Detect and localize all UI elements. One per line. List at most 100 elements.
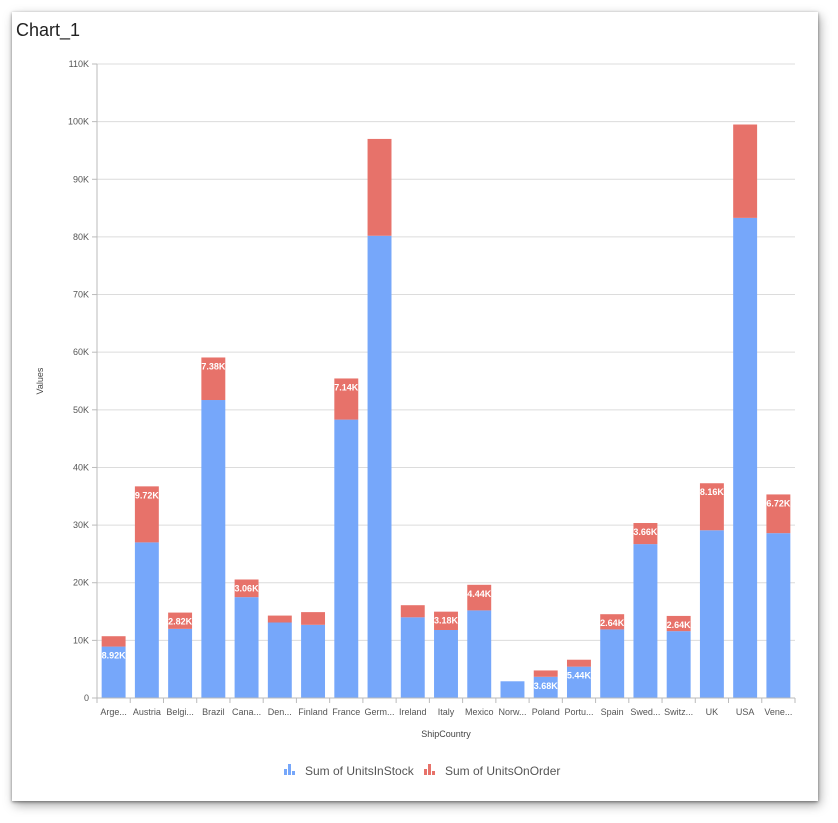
bar-units-on-order[interactable] <box>267 615 292 623</box>
bar-units-on-order[interactable] <box>699 483 724 531</box>
x-tick-label: USA <box>736 707 755 717</box>
y-axis-title: Values <box>35 367 45 394</box>
bar-units-in-stock[interactable] <box>201 400 226 698</box>
bar-units-in-stock[interactable] <box>566 666 591 698</box>
bar-units-on-order[interactable] <box>733 124 758 218</box>
bar-units-in-stock[interactable] <box>500 681 525 698</box>
x-tick-label: Germ... <box>365 707 395 717</box>
data-label: 8.16K <box>700 487 725 497</box>
bar-units-on-order[interactable] <box>168 612 193 629</box>
bar-chart-icon <box>284 764 295 775</box>
legend: Sum of UnitsInStock Sum of UnitsOnOrder <box>284 764 560 778</box>
data-label: 6.72K <box>766 498 791 508</box>
y-axis: 0 10K 20K 30K 40K 50K 60K 70K 80K 90K 100K 110K <box>68 59 98 703</box>
x-tick-label: Mexico <box>465 707 494 717</box>
bar-units-in-stock[interactable] <box>234 597 259 698</box>
legend-item-units-on-order[interactable]: Sum of UnitsOnOrder <box>424 764 560 778</box>
x-tick-label: Brazil <box>202 707 225 717</box>
y-tick-label: 100K <box>68 117 89 127</box>
chart-title: Chart_1 <box>16 20 81 40</box>
x-tick-label: Vene... <box>764 707 792 717</box>
x-tick-label: Belgi... <box>166 707 194 717</box>
y-tick-label: 20K <box>73 578 89 588</box>
x-tick-label: France <box>332 707 360 717</box>
x-tick-label: Italy <box>438 707 455 717</box>
x-tick-label: Norw... <box>498 707 526 717</box>
data-label: 2.64K <box>667 620 692 630</box>
y-tick-label: 90K <box>73 174 89 184</box>
bar-units-in-stock[interactable] <box>301 624 326 698</box>
bar-units-in-stock[interactable] <box>467 610 492 698</box>
y-tick-label: 30K <box>73 520 89 530</box>
x-tick-label: Ireland <box>399 707 427 717</box>
data-label: 3.18K <box>434 616 459 626</box>
bar-units-in-stock[interactable] <box>699 530 724 698</box>
bar-units-on-order[interactable] <box>234 579 259 598</box>
y-tick-label: 40K <box>73 462 89 472</box>
y-tick-label: 10K <box>73 635 89 645</box>
x-tick-label: Swed... <box>630 707 660 717</box>
x-tick-label: Finland <box>298 707 328 717</box>
bar-units-in-stock[interactable] <box>400 617 425 698</box>
x-tick-label: Portu... <box>564 707 593 717</box>
x-axis: Arge... Austria Belgi... Brazil Cana... Den..… <box>96 697 796 717</box>
data-label: 3.66K <box>633 527 658 537</box>
x-tick-label: Austria <box>133 707 161 717</box>
bar-units-on-order[interactable] <box>766 494 791 534</box>
bar-units-on-order[interactable] <box>301 612 326 625</box>
data-label: 8.92K <box>102 651 127 661</box>
data-labels: 8.92K 9.72K 2.82K 7.38K 3.06K 7.14K 3.18K 4.44K… <box>102 361 791 690</box>
y-tick-label: 80K <box>73 232 89 242</box>
bar-units-in-stock[interactable] <box>633 544 658 698</box>
x-tick-label: Arge... <box>100 707 127 717</box>
bar-units-on-order[interactable] <box>367 138 392 236</box>
bar-units-on-order[interactable] <box>566 659 591 667</box>
bar-units-on-order[interactable] <box>467 584 492 611</box>
legend-item-units-in-stock[interactable]: Sum of UnitsInStock <box>284 764 415 778</box>
data-label: 5.44K <box>567 671 592 681</box>
bar-units-in-stock[interactable] <box>168 628 193 698</box>
bar-units-on-order[interactable] <box>134 486 159 543</box>
bar-units-in-stock[interactable] <box>267 622 292 698</box>
y-tick-label: 50K <box>73 405 89 415</box>
bar-units-on-order[interactable] <box>533 670 558 677</box>
legend-label: Sum of UnitsOnOrder <box>445 764 560 778</box>
bar-units-in-stock[interactable] <box>367 235 392 699</box>
bar-units-on-order[interactable] <box>201 357 226 401</box>
bar-units-on-order[interactable] <box>434 611 458 630</box>
data-label: 7.38K <box>201 361 226 371</box>
x-tick-label: Cana... <box>232 707 261 717</box>
legend-label: Sum of UnitsInStock <box>305 764 415 778</box>
bar-units-in-stock[interactable] <box>134 542 159 698</box>
y-tick-label: 60K <box>73 347 89 357</box>
bar-units-in-stock[interactable] <box>101 646 126 698</box>
bar-units-on-order[interactable] <box>334 378 359 420</box>
data-label: 4.44K <box>467 589 492 599</box>
bar-units-on-order[interactable] <box>600 614 625 630</box>
x-tick-label: UK <box>706 707 719 717</box>
x-tick-label: Spain <box>601 707 624 717</box>
bar-chart-icon <box>424 764 435 775</box>
bar-units-on-order[interactable] <box>666 615 691 632</box>
bar-units-in-stock[interactable] <box>666 631 691 698</box>
bar-units-in-stock[interactable] <box>334 419 359 698</box>
bar-units-on-order[interactable] <box>633 523 658 545</box>
data-label: 3.06K <box>235 583 260 593</box>
data-label: 3.68K <box>534 681 559 691</box>
data-label: 7.14K <box>334 382 359 392</box>
x-axis-title: ShipCountry <box>421 729 471 739</box>
bar-series <box>101 124 791 699</box>
y-tick-label: 0 <box>84 693 89 703</box>
bar-units-on-order[interactable] <box>101 636 126 647</box>
bar-units-in-stock[interactable] <box>733 217 758 698</box>
y-tick-label: 110K <box>69 59 89 69</box>
bar-units-in-stock[interactable] <box>766 533 791 698</box>
bar-units-in-stock[interactable] <box>600 629 625 698</box>
bar-units-in-stock[interactable] <box>434 629 458 698</box>
x-tick-label: Switz... <box>664 707 693 717</box>
y-tick-label: 70K <box>73 290 89 300</box>
data-label: 9.72K <box>135 490 160 500</box>
bar-units-on-order[interactable] <box>400 605 425 618</box>
bar-units-in-stock[interactable] <box>533 676 558 698</box>
